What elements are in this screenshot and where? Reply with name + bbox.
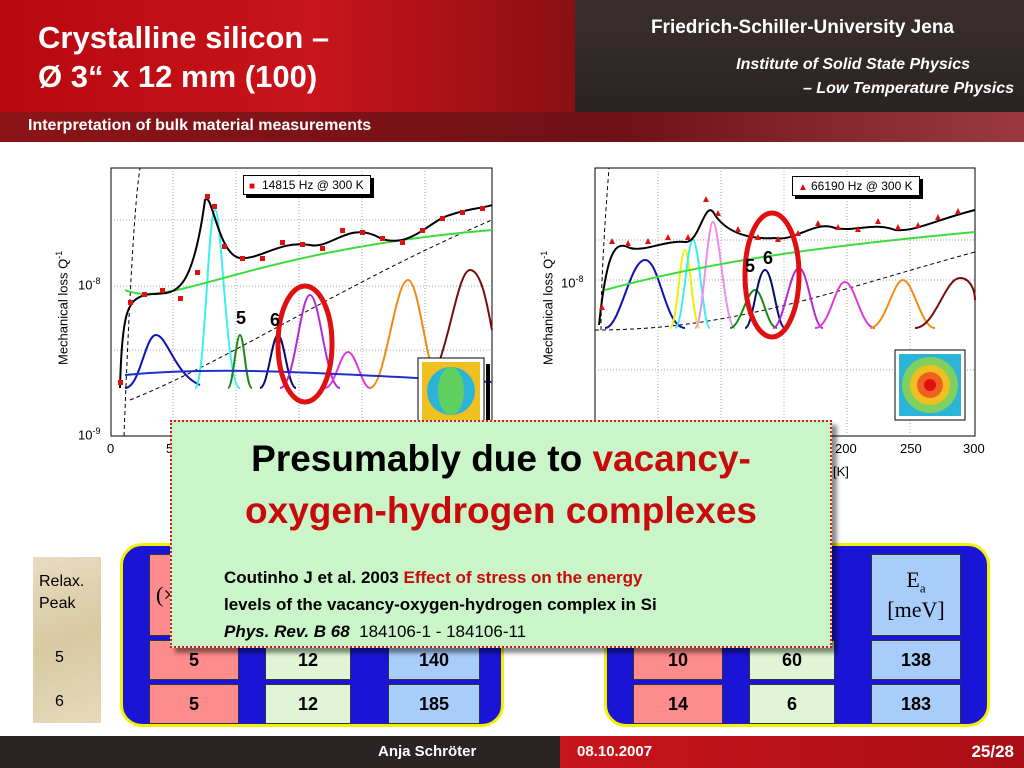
relax-peak-column: Relax. Peak 5 6 xyxy=(33,557,101,723)
square-marker-icon: ■ xyxy=(249,181,256,192)
right-table-row1-c: 138 xyxy=(871,640,961,680)
triangle-marker-icon: ▲ xyxy=(798,182,808,193)
right-ytick: 10-8 xyxy=(561,274,584,291)
right-table-row2-a: 14 xyxy=(633,684,723,724)
left-table-row2-c: 185 xyxy=(388,684,480,724)
left-legend-label: 14815 Hz @ 300 K xyxy=(262,178,364,192)
slide-title-line1: Crystalline silicon – xyxy=(38,20,330,55)
left-peak6-label: 6 xyxy=(270,310,281,330)
right-table-row2-c: 183 xyxy=(871,684,961,724)
right-peak6-label: 6 xyxy=(763,248,774,268)
reference-line3: Phys. Rev. B 68 184106-1 - 184106-11 xyxy=(224,622,527,641)
subtitle-bar: Interpretation of bulk material measurem… xyxy=(0,112,1024,142)
footer-red-band xyxy=(560,736,1024,768)
page-number: 25/28 xyxy=(971,742,1014,761)
relax-label-line1: Relax. xyxy=(39,573,85,590)
callout-headline-line2: oxygen-hydrogen complexes xyxy=(245,490,757,531)
right-legend-label: 66190 Hz @ 300 K xyxy=(811,179,913,193)
left-peak5-label: 5 xyxy=(236,308,247,328)
institute-line2: – Low Temperature Physics xyxy=(802,80,1014,97)
left-xtick-0: 0 xyxy=(107,441,115,456)
left-ytick-top: 10-8 xyxy=(78,276,101,293)
right-table-header-cell: Ea [meV] xyxy=(871,554,961,636)
relax-row-5: 5 xyxy=(55,649,64,666)
right-xlabel: [K] xyxy=(833,464,849,479)
right-xtick-300: 300 xyxy=(963,441,985,456)
slide-title-line2: Ø 3“ x 12 mm (100) xyxy=(38,59,318,94)
right-xtick-200: 200 xyxy=(835,441,857,456)
callout-headline-line1: Presumably due to vacancy- xyxy=(251,438,751,479)
footer-date: 08.10.2007 xyxy=(577,743,653,760)
right-loss-plot: Mechanical loss Q-1 10-8 200 250 300 [K]… xyxy=(535,160,995,490)
left-xtick-1: 5 xyxy=(166,441,173,456)
left-loss-plot: Mechanical loss Q-1 10-8 10-9 0 5 ■ 1481… xyxy=(50,160,500,460)
ea-symbol: Ea xyxy=(906,567,926,596)
left-ylabel: Mechanical loss Q-1 xyxy=(54,250,71,365)
slide-subtitle: Interpretation of bulk material measurem… xyxy=(28,117,372,134)
footer-bar: Anja Schröter 08.10.2007 25/28 xyxy=(0,736,1024,768)
left-table-row2-a: 5 xyxy=(149,684,239,724)
reference-line2: levels of the vacancy-oxygen-hydrogen co… xyxy=(224,595,657,614)
right-xtick-250: 250 xyxy=(900,441,922,456)
relax-label-line2: Peak xyxy=(39,595,76,612)
university-name: Friedrich-Schiller-University Jena xyxy=(650,17,954,38)
right-table-row2-b: 6 xyxy=(749,684,835,724)
header-title-area: Crystalline silicon – Ø 3“ x 12 mm (100) xyxy=(0,0,575,112)
left-table-row2-b: 12 xyxy=(265,684,351,724)
relax-row-6: 6 xyxy=(55,693,64,710)
ea-unit: [meV] xyxy=(887,596,945,622)
header-affiliation-area: Friedrich-Schiller-University Jena Insti… xyxy=(575,0,1024,112)
institute-line1: Institute of Solid State Physics xyxy=(736,56,970,73)
left-ytick-bottom: 10-9 xyxy=(78,426,101,443)
right-legend: ▲ 66190 Hz @ 300 K xyxy=(792,176,920,196)
footer-author: Anja Schröter xyxy=(378,743,477,760)
left-plot-canvas xyxy=(110,167,493,437)
right-ylabel: Mechanical loss Q-1 xyxy=(539,250,556,365)
right-peak5-label: 5 xyxy=(745,256,756,276)
left-legend: ■ 14815 Hz @ 300 K xyxy=(243,175,371,195)
reference-line1: Coutinho J et al. 2003 Effect of stress … xyxy=(224,568,643,587)
interpretation-callout: Presumably due to vacancy- oxygen-hydrog… xyxy=(170,420,832,648)
right-plot-canvas xyxy=(594,167,976,437)
